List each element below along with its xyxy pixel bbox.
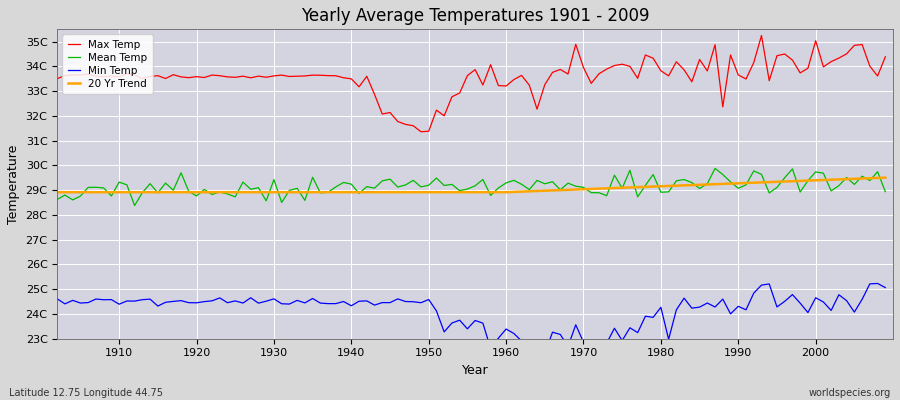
Max Temp [508, 77, 519, 82]
20 Yr Trend [594, 186, 605, 191]
20 Yr Trend [276, 190, 287, 194]
Max Temp [323, 73, 334, 78]
20 Yr Trend [44, 190, 55, 194]
Line: 20 Yr Trend: 20 Yr Trend [50, 178, 886, 192]
Mean Temp [44, 200, 55, 204]
20 Yr Trend [880, 175, 891, 180]
Y-axis label: Temperature: Temperature [7, 144, 20, 224]
Max Temp [106, 74, 117, 78]
Max Temp [416, 129, 427, 134]
Min Temp [872, 281, 883, 286]
X-axis label: Year: Year [462, 364, 489, 377]
Min Temp [106, 297, 117, 302]
Min Temp [323, 301, 334, 306]
Mean Temp [106, 194, 117, 198]
Mean Temp [710, 166, 721, 171]
Max Temp [500, 84, 511, 88]
Text: worldspecies.org: worldspecies.org [809, 388, 891, 398]
Mean Temp [508, 178, 519, 183]
Max Temp [44, 74, 55, 78]
Min Temp [493, 336, 504, 340]
Mean Temp [130, 203, 140, 208]
20 Yr Trend [106, 190, 117, 194]
Max Temp [756, 33, 767, 38]
Legend: Max Temp, Mean Temp, Min Temp, 20 Yr Trend: Max Temp, Mean Temp, Min Temp, 20 Yr Tre… [62, 34, 153, 94]
Min Temp [601, 341, 612, 346]
Line: Max Temp: Max Temp [50, 36, 886, 132]
Min Temp [880, 285, 891, 290]
Max Temp [276, 73, 287, 78]
Text: Latitude 12.75 Longitude 44.75: Latitude 12.75 Longitude 44.75 [9, 388, 163, 398]
20 Yr Trend [493, 190, 504, 194]
Max Temp [601, 67, 612, 72]
Min Temp [500, 327, 511, 332]
Mean Temp [330, 184, 341, 189]
20 Yr Trend [500, 190, 511, 194]
Min Temp [44, 300, 55, 305]
Mean Temp [880, 189, 891, 194]
Line: Min Temp: Min Temp [50, 284, 886, 354]
Title: Yearly Average Temperatures 1901 - 2009: Yearly Average Temperatures 1901 - 2009 [301, 7, 650, 25]
Line: Mean Temp: Mean Temp [50, 168, 886, 206]
20 Yr Trend [323, 190, 334, 194]
Min Temp [276, 301, 287, 306]
Mean Temp [601, 193, 612, 198]
Min Temp [539, 351, 550, 356]
Mean Temp [500, 180, 511, 185]
Max Temp [880, 54, 891, 59]
Mean Temp [284, 188, 295, 193]
